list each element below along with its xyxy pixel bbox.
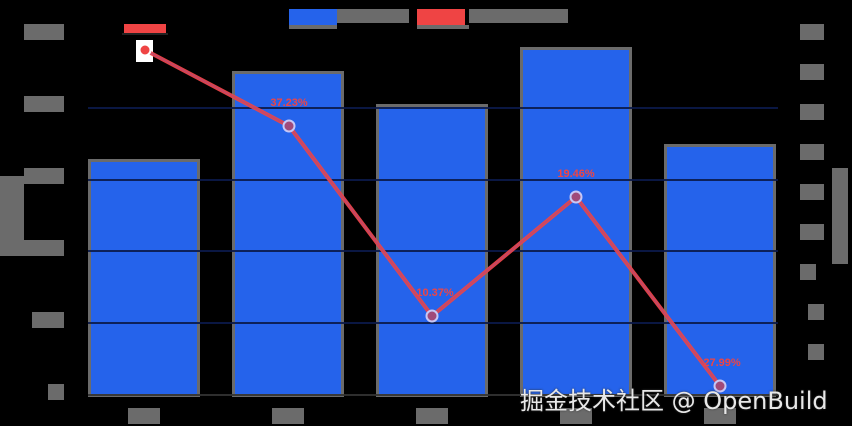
left-axis-tick-3 [24, 168, 64, 184]
line-point-3[interactable] [425, 309, 439, 323]
legend-label-bar [337, 9, 409, 23]
legend-swatch-underline [289, 25, 337, 29]
line-point-4[interactable] [569, 190, 583, 204]
bar-1[interactable] [91, 162, 197, 394]
line-point-1[interactable] [138, 43, 152, 57]
bar-5[interactable] [667, 147, 773, 394]
line-point-5[interactable] [713, 379, 727, 393]
left-axis-title [0, 176, 24, 256]
right-axis-tick [800, 64, 824, 80]
left-axis-tick-2 [24, 240, 64, 256]
data-label-2: 37.23% [270, 97, 308, 109]
right-axis-tick [808, 304, 824, 320]
legend-label-line [469, 9, 568, 23]
x-axis-label-1 [128, 408, 160, 424]
legend-swatch-line[interactable] [417, 9, 465, 25]
gridline [88, 250, 778, 252]
right-axis-tick [800, 264, 816, 280]
right-axis-tick [800, 224, 824, 240]
line-point-2[interactable] [282, 119, 296, 133]
data-label-5: 27.99% [703, 357, 741, 369]
legend-swatch-bar[interactable] [289, 9, 337, 25]
legend-swatch-underline-2 [417, 25, 469, 29]
data-label-3: 10.37% [416, 287, 454, 299]
x-axis-line [88, 394, 778, 396]
gridline [88, 179, 778, 181]
right-axis-tick [800, 24, 824, 40]
x-axis-label-3 [416, 408, 448, 424]
right-axis-tick [800, 144, 824, 160]
x-axis-label-2 [272, 408, 304, 424]
data-label-4: 19.46% [557, 168, 595, 180]
left-axis-tick-5 [24, 24, 64, 40]
right-axis-tick [800, 184, 824, 200]
data-label-1-redacted [124, 24, 166, 33]
gridline [88, 107, 778, 109]
left-axis-tick-1 [32, 312, 64, 328]
gridline [88, 322, 778, 324]
watermark: 掘金技术社区 @ OpenBuild [520, 387, 828, 415]
x-axis-label-5 [704, 408, 736, 424]
left-axis-tick-4 [24, 96, 64, 112]
x-axis-label-4 [560, 408, 592, 424]
right-axis-tick [800, 104, 824, 120]
left-axis-tick-0 [48, 384, 64, 400]
right-axis-title [832, 168, 848, 264]
right-axis-tick [808, 344, 824, 360]
